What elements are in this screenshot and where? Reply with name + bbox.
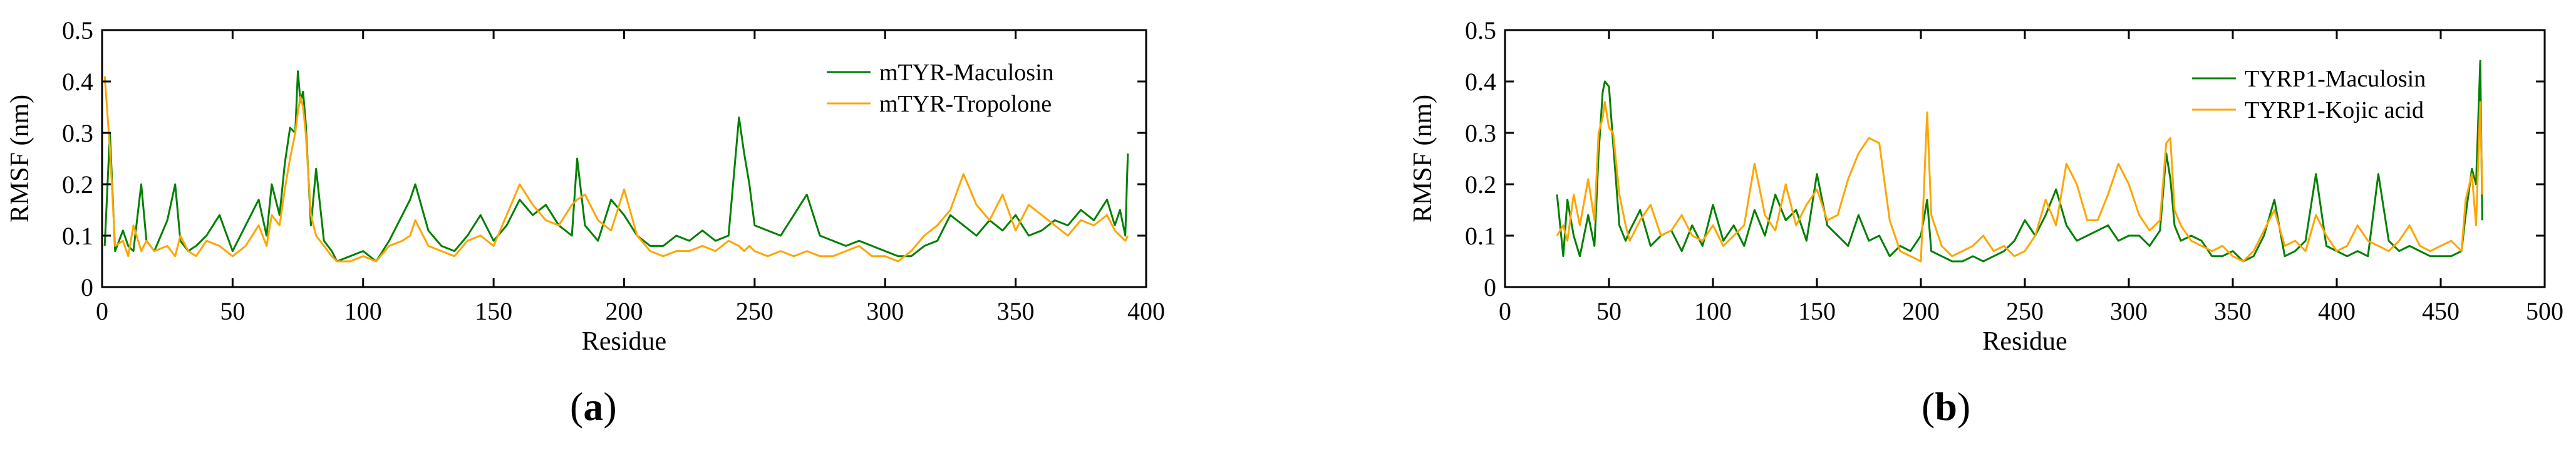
chart-b-y-tick-label: 0.3 [1465,119,1496,147]
chart-a-x-tick-label: 350 [997,297,1035,325]
chart-b-x-tick-label: 300 [2110,297,2148,325]
chart-b-y-tick-label: 0.4 [1465,68,1496,96]
chart-a-x-tick-label: 50 [220,297,245,325]
chart-a-y-tick-label: 0.3 [62,119,93,147]
chart-a-x-tick-label: 0 [96,297,108,325]
chart-a-series-line-1 [103,76,1129,263]
chart-b-x-tick-label: 200 [1902,297,1940,325]
chart-b-y-tick-label: 0.2 [1465,170,1496,199]
chart-b-x-tick-label: 50 [1596,297,1622,325]
chart-b-x-tick-label: 250 [2006,297,2044,325]
panel-a-letter: a [583,384,604,429]
chart-b-x-tick-label: 500 [2526,297,2563,325]
chart-b-x-tick-label: 150 [1798,297,1836,325]
chart-b-y-tick-label: 0.5 [1465,16,1496,44]
chart-a-x-tick-label: 400 [1127,297,1165,325]
chart-b-legend-entry-0: TYRP1-Maculosin [2245,66,2426,92]
chart-a-x-tick-label: 300 [866,297,904,325]
chart-b-series-line-1 [1556,101,2483,263]
panel-a: 0 50 100 150 200 250 300 350 400 0 0.1 0.2 0.3 0.4 0.5… [0,0,1240,447]
chart-a-x-axis-label: Residue [582,327,666,356]
panel-a-label: (a) [570,384,617,429]
chart-a-legend-entry-1: mTYR-Tropolone [879,91,1052,117]
chart-a-y-tick-label: 0.1 [62,222,93,250]
panel-b: 0 50 100 150 200 250 300 350 400 450 500 0 0.1 0.2 0.3… [1378,0,2576,447]
chart-a-x-tick-label: 150 [475,297,512,325]
chart-b-x-tick-label: 450 [2422,297,2460,325]
chart-b-legend-entry-1: TYRP1-Kojic acid [2245,97,2424,123]
chart-b-y-axis-label: RMSF (nm) [1409,95,1437,222]
panel-b-letter: b [1935,384,1957,429]
chart-b-x-tick-label: 350 [2214,297,2252,325]
chart-b-x-tick-label: 0 [1499,297,1511,325]
chart-a-y-axis-label: RMSF (nm) [6,95,34,222]
chart-a-x-tick-label: 100 [344,297,382,325]
chart-a-y-tick-label: 0.4 [62,68,93,96]
chart-a-legend-entry-0: mTYR-Maculosin [879,60,1054,86]
chart-a-series-line-0 [103,70,1129,263]
chart-b-y-tick-label: 0 [1484,273,1496,301]
chart-b-x-tick-label: 400 [2318,297,2356,325]
rmsf-chart-b: 0 50 100 150 200 250 300 350 400 450 500 0 0.1 0.2 0.3… [1409,16,2563,356]
chart-a-x-tick-label: 250 [736,297,773,325]
chart-b-y-tick-label: 0.1 [1465,222,1496,250]
chart-a-y-tick-label: 0.2 [62,170,93,199]
panel-b-label: (b) [1922,384,1971,429]
chart-a-y-tick-label: 0 [81,273,93,301]
chart-a-x-tick-label: 200 [606,297,643,325]
rmsf-chart-a: 0 50 100 150 200 250 300 350 400 0 0.1 0.2 0.3 0.4 0.5… [6,16,1165,356]
chart-a-y-tick-label: 0.5 [62,16,93,44]
chart-b-x-tick-label: 100 [1694,297,1732,325]
chart-b-x-axis-label: Residue [1982,327,2067,356]
